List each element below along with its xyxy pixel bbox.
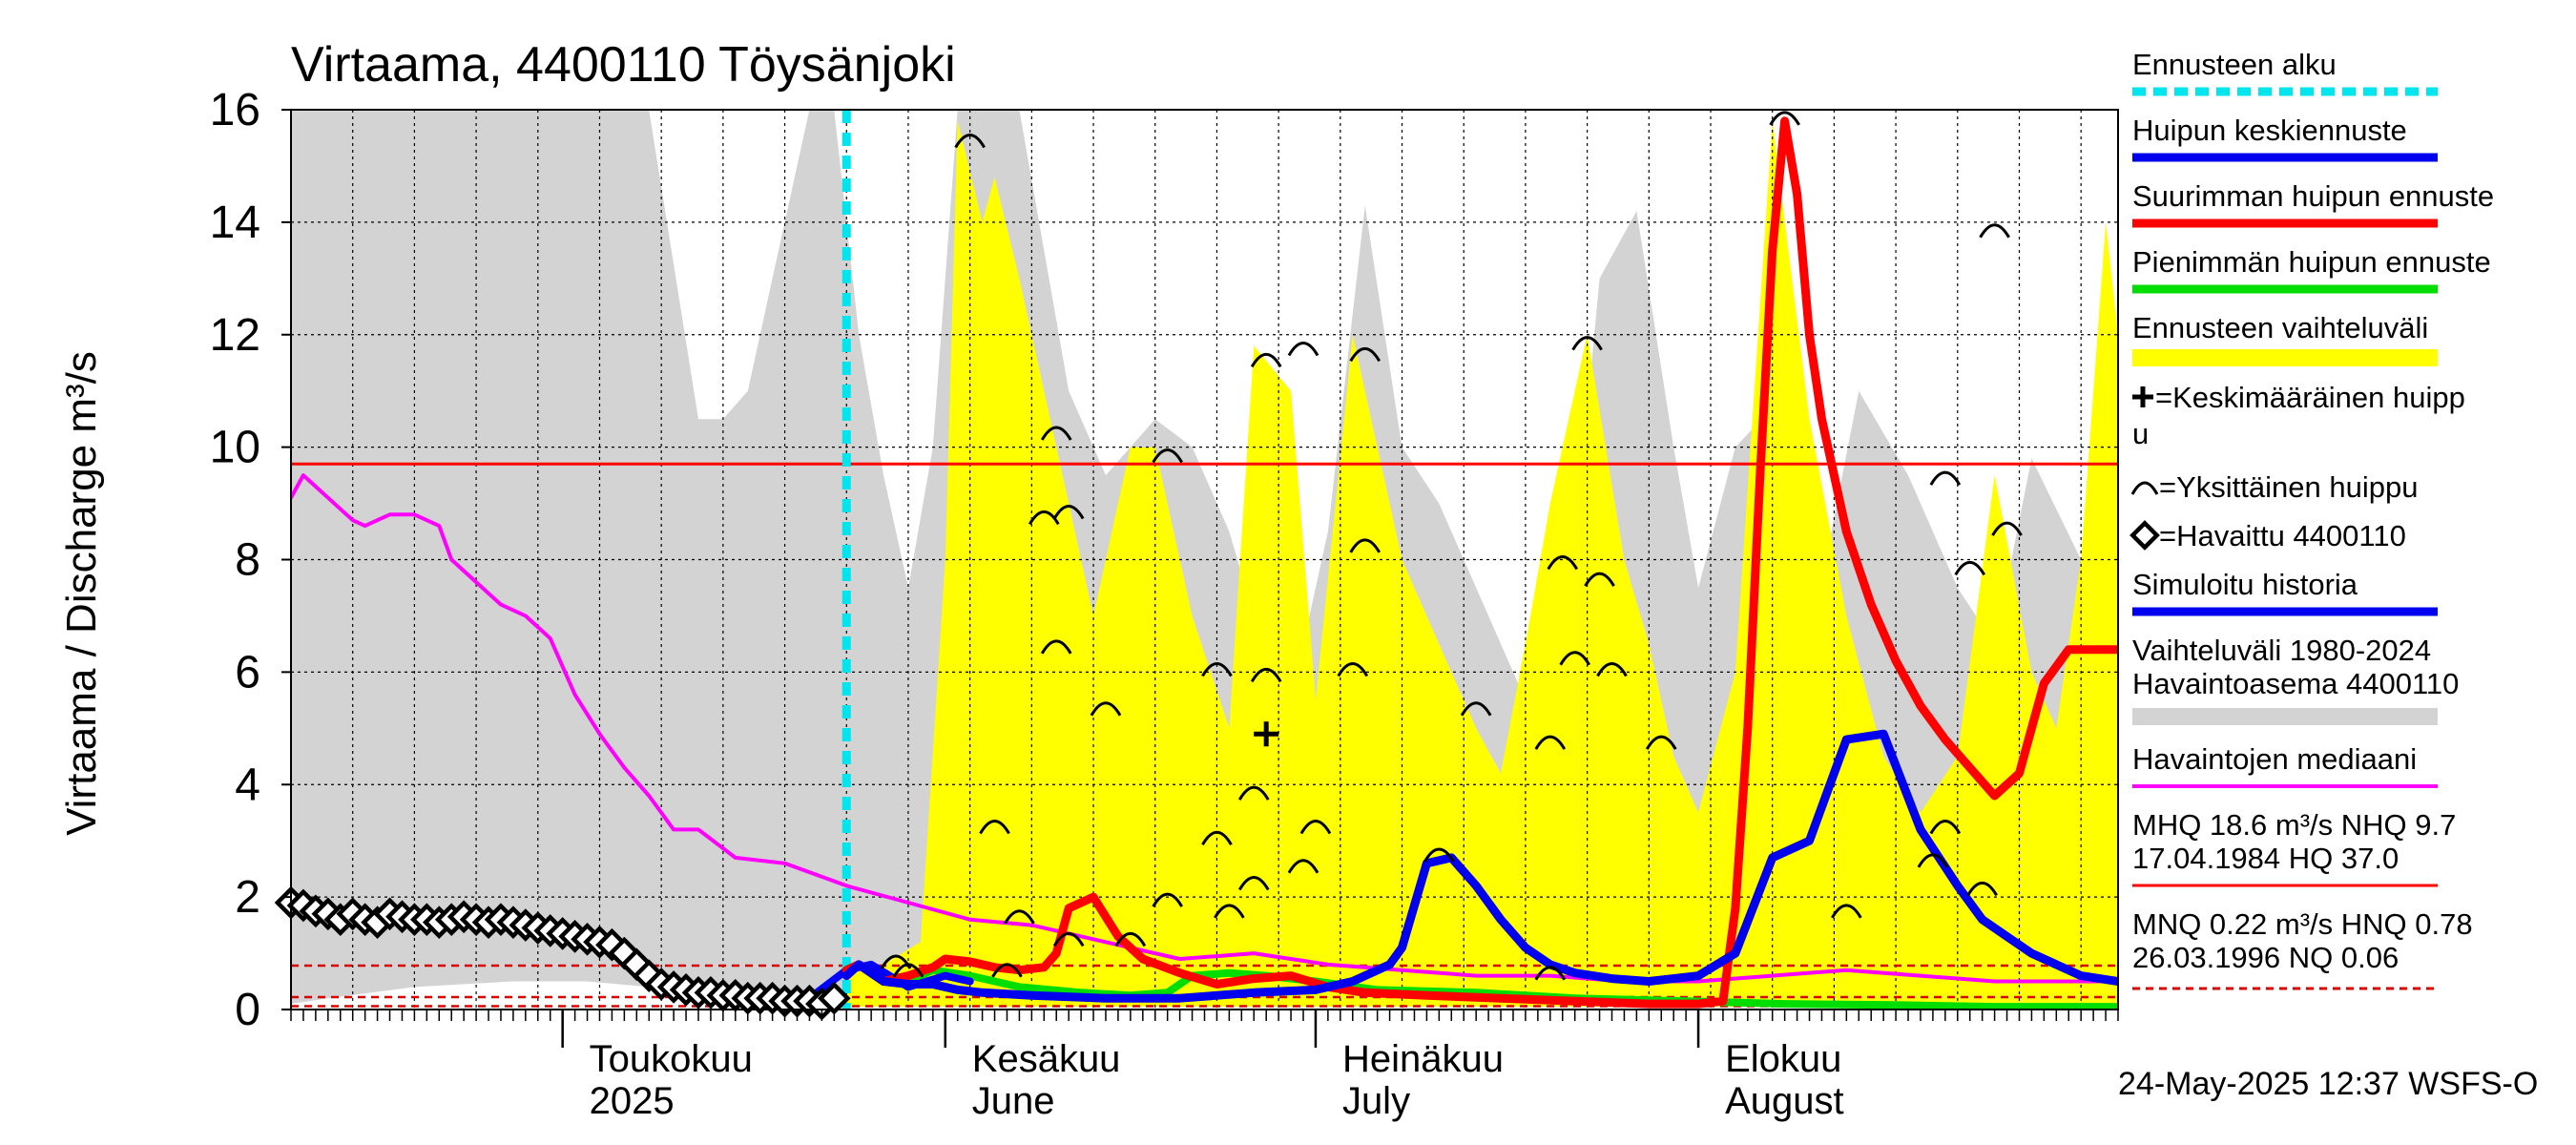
series-line-huipun-keskiennuste <box>841 729 2118 1003</box>
legend-peak-label: =Yksittäinen huippu <box>2159 470 2418 504</box>
legend-simulated-label: Simuloitu historia <box>2132 568 2358 601</box>
individual-peak-marker <box>1596 662 1628 677</box>
x-month-label: Toukokuu <box>590 1038 753 1080</box>
individual-peak-marker <box>1534 966 1567 981</box>
legend-item-label: Ennusteen vaihteluväli <box>2132 311 2428 344</box>
chart-title: Virtaama, 4400110 Töysänjoki <box>291 37 956 93</box>
legend-observed-symbol <box>2129 520 2160 551</box>
x-month-label: Heinäkuu <box>1342 1038 1504 1080</box>
individual-peak-marker <box>1004 909 1035 925</box>
legend-item-label: Ennusteen alku <box>2132 48 2337 81</box>
legend-mhq-label: MHQ 18.6 m³/s NHQ 9.7 <box>2132 808 2456 842</box>
legend-mnq-label: MNQ 0.22 m³/s HNQ 0.78 <box>2132 907 2473 941</box>
individual-peak-marker <box>1201 830 1233 846</box>
legend-peak-symbol <box>2130 481 2159 495</box>
individual-peak-marker <box>1237 875 1270 891</box>
individual-peak-marker <box>1114 931 1147 947</box>
legend-mean-peak-symbol <box>2132 386 2153 407</box>
x-month-sublabel: 2025 <box>590 1080 675 1122</box>
y-tick-label: 4 <box>235 760 260 810</box>
individual-peak-marker <box>1201 662 1233 677</box>
individual-peak-marker <box>1645 735 1677 750</box>
y-tick-label: 10 <box>210 423 260 473</box>
range-bands <box>291 110 2118 1008</box>
individual-peak-marker <box>1979 223 2010 239</box>
legend-mhq-label-2: 17.04.1984 HQ 37.0 <box>2132 842 2399 875</box>
individual-peak-marker <box>1299 820 1332 835</box>
individual-peak-marker <box>1954 560 1986 576</box>
individual-peak-marker <box>1214 904 1245 919</box>
individual-peak-marker <box>954 134 986 149</box>
individual-peak-marker <box>1287 859 1319 874</box>
legend-range-swatch <box>2132 708 2438 725</box>
legend-range-label-2: Havaintoasema 4400110 <box>2132 667 2459 700</box>
individual-peak-marker <box>1831 904 1862 919</box>
observed-marker <box>818 981 851 1015</box>
x-month-sublabel: July <box>1342 1080 1410 1122</box>
individual-peak-marker <box>1349 538 1381 553</box>
y-tick-label: 8 <box>235 535 260 586</box>
legend-swatch-band <box>2132 349 2438 366</box>
series-band-forecast-range <box>846 120 2118 1008</box>
individual-peak-marker <box>1571 336 1603 351</box>
individual-peak-marker <box>1052 504 1085 520</box>
legend-item-label: Suurimman huipun ennuste <box>2132 179 2494 213</box>
individual-peak-marker <box>1966 881 1998 897</box>
individual-peak-marker <box>1534 735 1567 750</box>
individual-peak-marker <box>1460 701 1492 717</box>
individual-peak-marker <box>1929 470 1962 486</box>
individual-peak-marker <box>1090 701 1122 717</box>
y-tick-label: 6 <box>235 647 260 697</box>
mean-peak-marker <box>1254 721 1279 747</box>
individual-peak-marker <box>1040 639 1072 655</box>
observed-markers <box>274 885 851 1021</box>
y-axis-label: Virtaama / Discharge m³/s <box>58 351 105 836</box>
individual-peak-marker <box>1237 785 1270 801</box>
legend-observed-label: =Havaittu 4400110 <box>2159 519 2406 552</box>
peak-markers <box>880 111 2023 981</box>
individual-peak-marker <box>1547 555 1579 571</box>
legend-item-label: Pienimmän huipun ennuste <box>2132 245 2491 279</box>
footer-timestamp: 24-May-2025 12:37 WSFS-O <box>2118 1066 2538 1102</box>
legend-mean-peak-label-wrap: u <box>2132 417 2149 450</box>
legend-median-label: Havaintojen mediaani <box>2132 742 2417 776</box>
x-month-sublabel: June <box>972 1080 1055 1122</box>
legend: Ennusteen alku Huipun keskiennuste Suurimm… <box>2129 48 2494 990</box>
individual-peak-marker <box>1152 448 1183 464</box>
x-month-label: Kesäkuu <box>972 1038 1121 1080</box>
individual-peak-marker <box>1337 662 1369 677</box>
individual-peak-marker <box>1287 342 1319 357</box>
individual-peak-marker <box>1250 352 1282 368</box>
grid-lines <box>291 110 2118 1010</box>
individual-peak-marker <box>1559 651 1590 666</box>
individual-peak-marker <box>1917 853 1949 868</box>
individual-peak-marker <box>1423 847 1455 863</box>
legend-mnq-label-2: 26.03.1996 NQ 0.06 <box>2132 941 2399 974</box>
individual-peak-marker <box>1991 521 2023 536</box>
x-month-label: Elokuu <box>1725 1038 1841 1080</box>
y-tick-label: 14 <box>210 198 260 248</box>
individual-peak-marker <box>1040 426 1072 441</box>
individual-peak-marker <box>1584 572 1615 587</box>
legend-mean-peak-label: =Keskimääräinen huipp <box>2155 381 2465 414</box>
individual-peak-marker <box>892 963 924 978</box>
legend-range-label: Vaihteluväli 1980-2024 <box>2132 634 2431 667</box>
individual-peak-marker <box>1028 510 1060 526</box>
individual-peak-marker <box>1152 892 1183 907</box>
individual-peak-marker <box>1769 111 1800 126</box>
y-tick-label: 2 <box>235 872 260 923</box>
individual-peak-marker <box>1349 346 1381 363</box>
y-tick-label: 12 <box>210 310 260 361</box>
y-tick-label: 16 <box>210 85 260 135</box>
individual-peak-marker <box>991 963 1023 978</box>
individual-peak-marker <box>1052 931 1085 947</box>
y-tick-label: 0 <box>235 985 260 1035</box>
legend-item-label: Huipun keskiennuste <box>2132 114 2407 147</box>
x-month-sublabel: August <box>1725 1080 1844 1122</box>
individual-peak-marker <box>979 820 1010 835</box>
individual-peak-marker <box>1250 667 1282 683</box>
individual-peak-marker <box>1929 820 1962 835</box>
